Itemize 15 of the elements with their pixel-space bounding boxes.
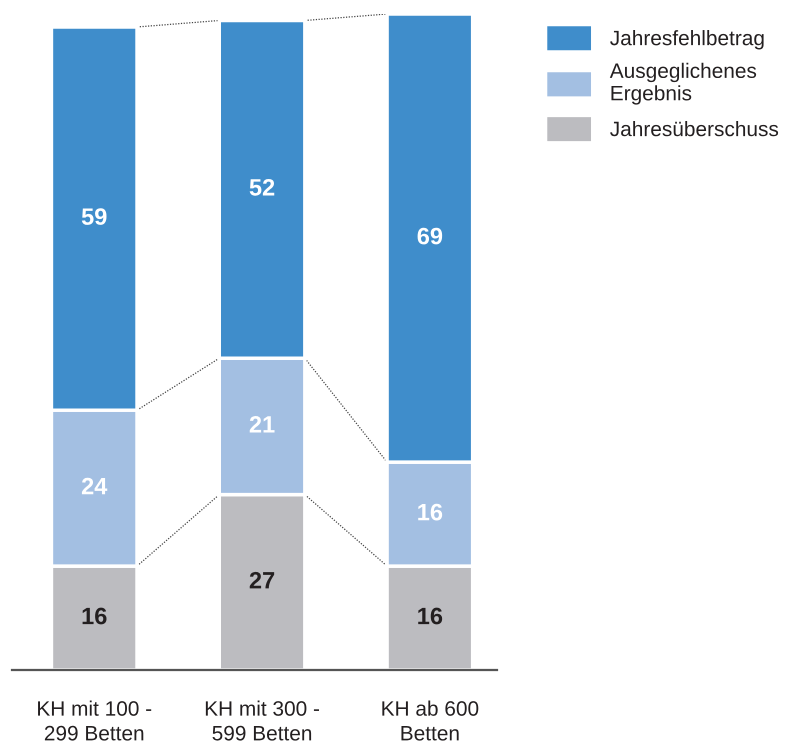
data-label: 21 <box>250 416 275 433</box>
data-label: 24 <box>82 478 108 494</box>
legend-label: Jahresüberschuss <box>610 120 778 136</box>
legend-label: Ausgeglichenes Ergebnis <box>610 62 756 105</box>
legend-label: Jahresfehlbetrag <box>610 30 764 50</box>
x-tick-label: KH mit 100 - 299 Betten <box>38 700 152 741</box>
data-label: 27 <box>250 572 274 588</box>
data-label: 52 <box>250 178 274 196</box>
data-label: 16 <box>82 608 107 624</box>
data-label: 59 <box>82 208 106 225</box>
x-tick-label: KH mit 300 - 599 Betten <box>206 700 320 741</box>
data-label: 69 <box>418 228 442 244</box>
data-label: 16 <box>418 608 442 624</box>
x-tick-label: KH ab 600 Betten <box>382 700 478 741</box>
data-label: 16 <box>418 504 442 520</box>
